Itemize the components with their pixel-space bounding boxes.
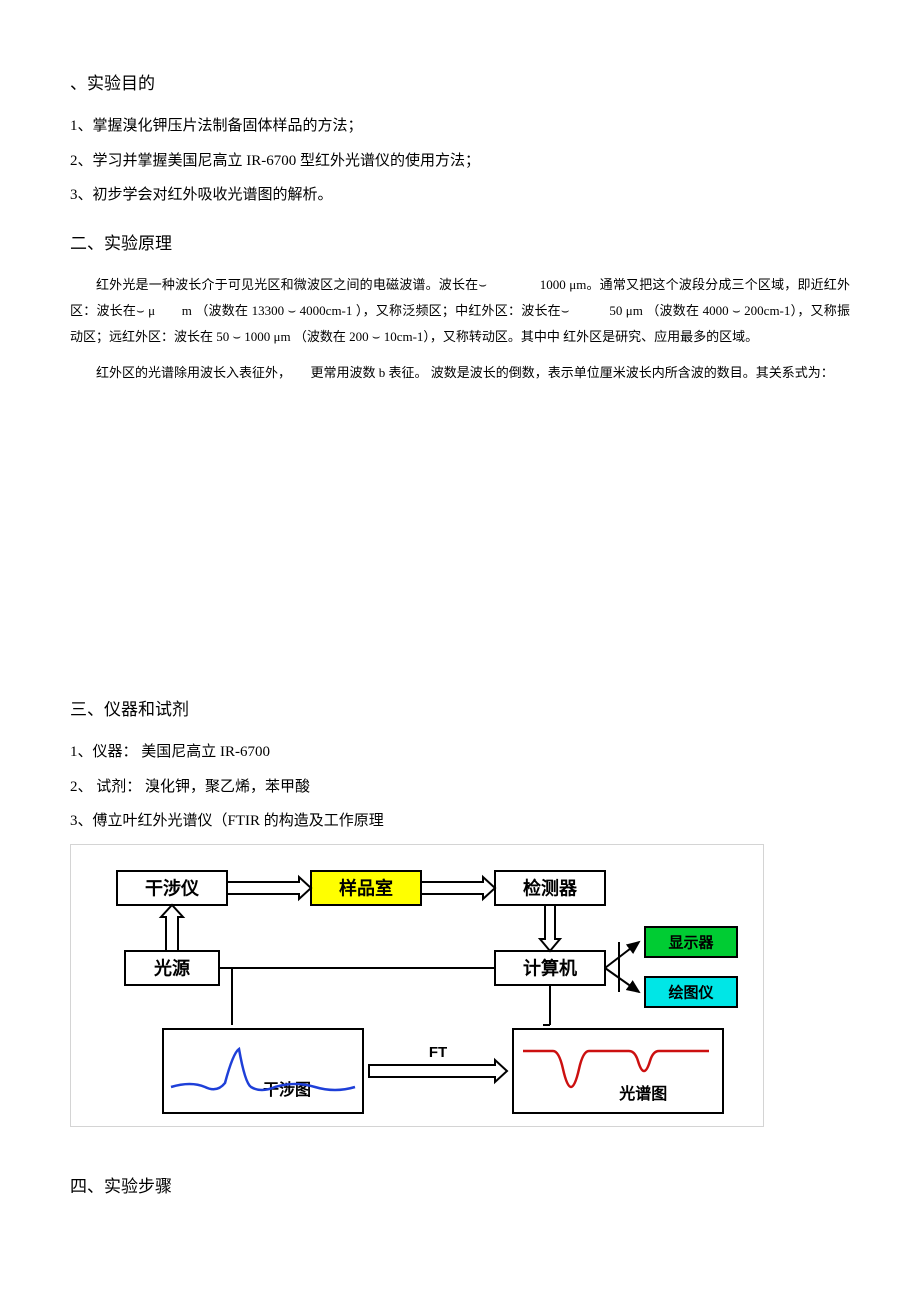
svg-text:样品室: 样品室 [339, 877, 393, 898]
principle-para-1: 红外光是一种波长介于可见光区和微波区之间的电磁波谱。波长在⌣ 1000 μm。通… [70, 272, 850, 350]
objective-2: 2、学习并掌握美国尼高立 IR-6700 型红外光谱仪的使用方法； [70, 147, 850, 176]
section-2-title: 二、实验原理 [70, 228, 850, 260]
principle-para-2: 红外区的光谱除用波长入表征外， 更常用波数 b 表征。 波数是波长的倒数，表示单… [70, 360, 850, 386]
instrument-3: 3、傅立叶红外光谱仪（FTIR 的构造及工作原理 [70, 807, 850, 836]
section-3-title: 三、仪器和试剂 [70, 694, 850, 726]
svg-text:显示器: 显示器 [668, 934, 714, 951]
svg-text:计算机: 计算机 [523, 957, 577, 978]
section-4-title: 四、实验步骤 [70, 1171, 850, 1203]
svg-text:光源: 光源 [153, 957, 190, 978]
objective-3: 3、初步学会对红外吸收光谱图的解析。 [70, 181, 850, 210]
section-1-title: 、实验目的 [70, 68, 850, 100]
svg-text:检测器: 检测器 [523, 877, 578, 898]
formula-blank-area [70, 396, 850, 676]
svg-text:光谱图: 光谱图 [618, 1084, 667, 1103]
svg-text:绘图仪: 绘图仪 [668, 983, 714, 1001]
instrument-1: 1、仪器： 美国尼高立 IR-6700 [70, 738, 850, 767]
instrument-2: 2、 试剂： 溴化钾，聚乙烯，苯甲酸 [70, 773, 850, 802]
objective-1: 1、掌握溴化钾压片法制备固体样品的方法； [70, 112, 850, 141]
ftir-diagram: 干涉仪样品室检测器光源计算机显示器绘图仪干涉图光谱图FT [70, 844, 764, 1127]
svg-text:干涉仪: 干涉仪 [145, 878, 200, 898]
svg-text:FT: FT [429, 1044, 447, 1061]
